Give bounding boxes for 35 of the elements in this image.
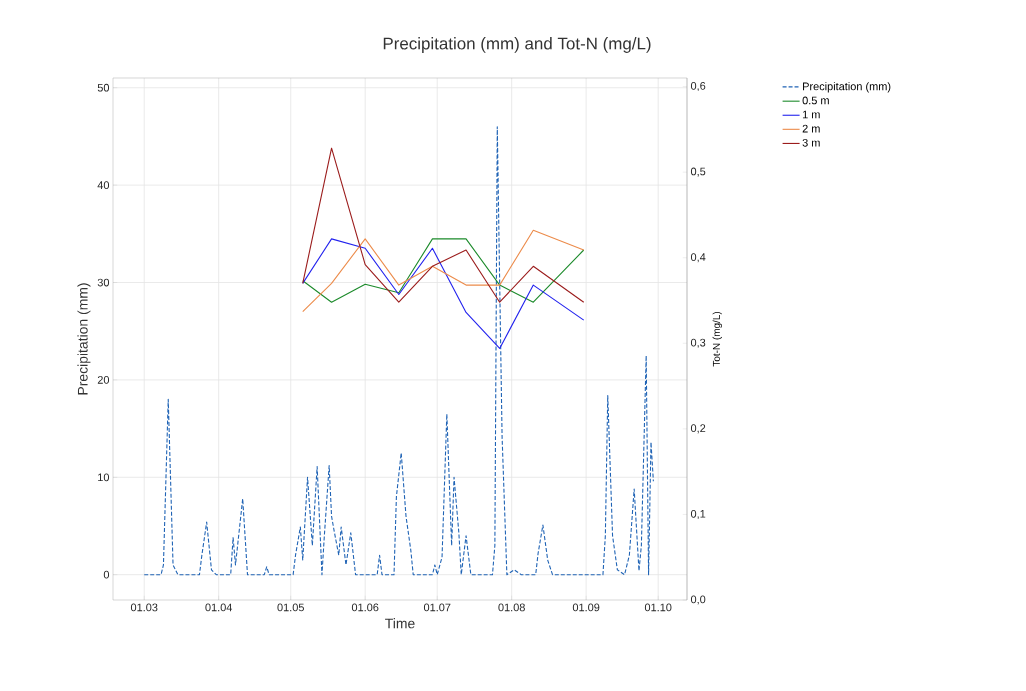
y2-tick-label: 0,0 (690, 595, 706, 605)
x-tick-label: 01.06 (351, 603, 379, 612)
legend-label: 3 m (802, 138, 820, 147)
x-tick-label: 01.10 (644, 603, 672, 612)
y-tick-label: 50 (97, 83, 110, 92)
y2-tick-label: 0,3 (690, 338, 706, 348)
y2-tick-label: 0,1 (690, 509, 706, 519)
x-tick-label: 01.09 (572, 603, 600, 612)
y-axis-title: Precipitation (mm) (77, 283, 91, 395)
y2-tick-label: 0,4 (690, 253, 706, 263)
legend-label: 2 m (802, 124, 820, 133)
legend-label: 1 m (802, 110, 820, 119)
chart-title: Precipitation (mm) and Tot-N (mg/L) (383, 37, 651, 53)
y2-tick-label: 0,5 (690, 167, 706, 177)
line-series (302, 238, 585, 303)
x-axis-title: Time (385, 618, 415, 629)
y-tick-label: 20 (97, 376, 110, 384)
y-tick-label: 10 (98, 473, 110, 482)
y-tick-label: 30 (97, 278, 110, 287)
x-tick-label: 01.05 (277, 603, 304, 612)
x-tick-label: 01.08 (498, 603, 525, 612)
y2-tick-label: 0,6 (690, 82, 706, 92)
x-tick-label: 01.07 (423, 603, 451, 612)
line-series (302, 238, 585, 349)
y-tick-label: 40 (97, 181, 110, 189)
y2-tick-label: 0,2 (690, 424, 706, 434)
line-series (143, 126, 654, 576)
line-series (302, 147, 585, 303)
y2-axis-title: Tot-N (mg/L) (712, 311, 722, 367)
x-tick-label: 01.03 (130, 603, 158, 612)
legend-label: Precipitation (mm) (803, 82, 891, 93)
x-tick-label: 01.04 (205, 603, 233, 612)
y-tick-label: 0 (103, 570, 110, 579)
legend-label: 0.5 m (802, 96, 829, 105)
line-series (302, 229, 585, 313)
